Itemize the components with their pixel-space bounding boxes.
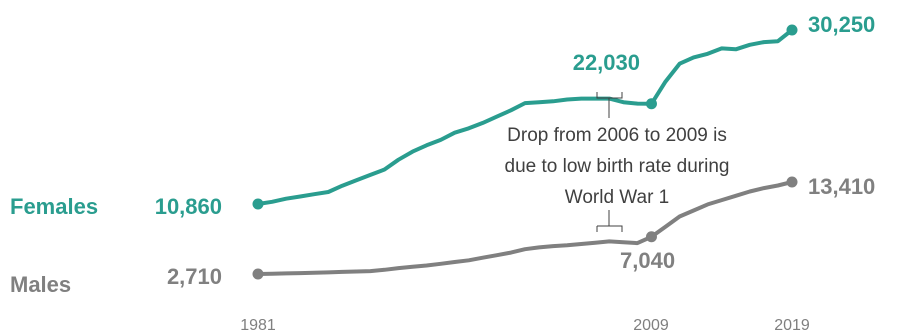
value-label-males-2009: 7,040 xyxy=(620,248,675,273)
series-line-males xyxy=(256,180,794,276)
data-point-females-1981 xyxy=(252,198,264,210)
annotation-bracket-males xyxy=(596,210,623,232)
x-tick-1981: 1981 xyxy=(240,317,276,334)
data-point-males-1981 xyxy=(252,268,264,280)
value-label-females-2009: 22,030 xyxy=(573,50,640,75)
annotation-line-2: due to low birth rate during xyxy=(505,156,730,177)
data-point-males-2019 xyxy=(786,176,798,188)
x-tick-2019: 2019 xyxy=(774,317,810,334)
series-name-males: Males xyxy=(10,272,71,297)
series-name-females: Females xyxy=(10,194,98,219)
x-tick-2009: 2009 xyxy=(633,317,669,334)
data-point-females-2009 xyxy=(645,98,657,110)
value-label-males-2019: 13,410 xyxy=(808,174,875,199)
value-label-females-2019: 30,250 xyxy=(808,12,875,37)
annotation-line-3: World War 1 xyxy=(565,187,670,208)
annotation-line-1: Drop from 2006 to 2009 is xyxy=(507,125,727,146)
data-point-males-2009 xyxy=(645,231,657,243)
series-line-females xyxy=(256,28,794,206)
annotation-bracket-females xyxy=(596,92,623,118)
value-label-males-1981: 2,710 xyxy=(167,264,222,289)
value-label-females-1981: 10,860 xyxy=(155,194,222,219)
data-point-females-2019 xyxy=(786,24,798,36)
